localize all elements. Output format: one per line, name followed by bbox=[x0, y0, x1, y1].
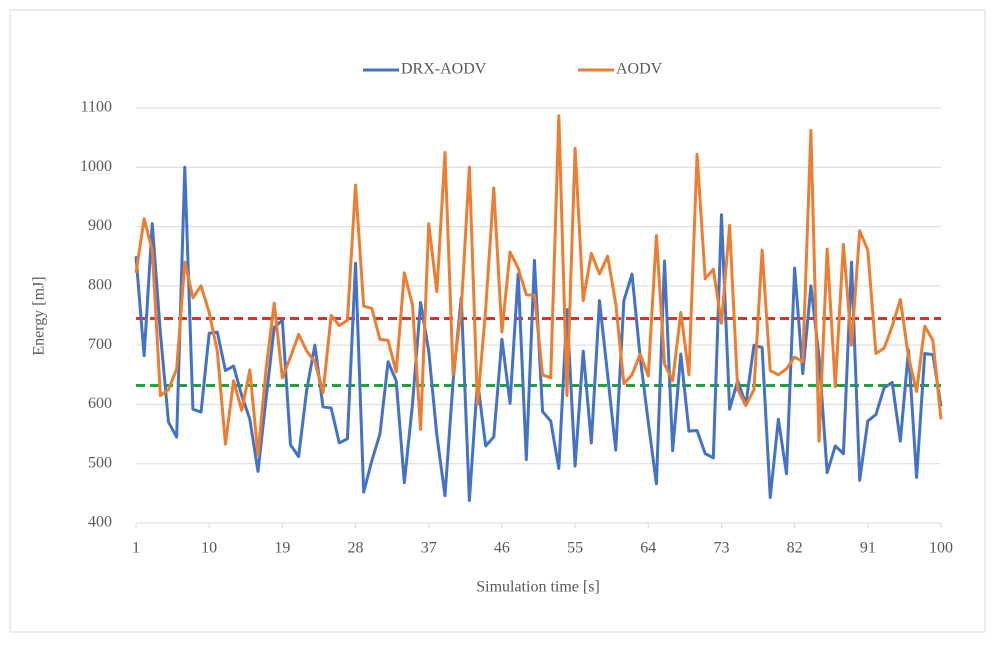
x-tick-label: 73 bbox=[713, 540, 729, 557]
y-tick-label: 400 bbox=[88, 514, 112, 531]
x-tick-label: 91 bbox=[860, 540, 876, 557]
y-tick-label: 1100 bbox=[81, 99, 112, 116]
x-tick-label: 10 bbox=[201, 540, 217, 557]
line-series bbox=[134, 114, 943, 457]
x-tick-label: 37 bbox=[421, 540, 437, 557]
y-tick-label: 500 bbox=[88, 454, 112, 471]
x-tick-label: 100 bbox=[929, 540, 953, 557]
y-tick-label: 700 bbox=[88, 336, 112, 353]
y-tick-label: 900 bbox=[88, 217, 112, 234]
x-tick-label: 64 bbox=[640, 540, 656, 557]
y-tick-label: 600 bbox=[88, 395, 112, 412]
x-axis-label: Simulation time [s] bbox=[476, 579, 600, 596]
y-tick-label: 1000 bbox=[80, 158, 112, 175]
legend-label: AODV bbox=[616, 61, 663, 78]
chart-border bbox=[9, 9, 986, 633]
x-tick-label: 28 bbox=[348, 540, 364, 557]
x-tick-label: 19 bbox=[274, 540, 290, 557]
x-tick-label: 82 bbox=[787, 540, 803, 557]
x-tick-label: 1 bbox=[132, 540, 140, 557]
legend-label: DRX-AODV bbox=[401, 61, 487, 78]
x-tick-label: 46 bbox=[494, 540, 510, 557]
y-axis-label: Energy [mJ] bbox=[31, 276, 48, 355]
y-tick-label: 800 bbox=[88, 277, 112, 294]
x-tick-label: 55 bbox=[567, 540, 583, 557]
